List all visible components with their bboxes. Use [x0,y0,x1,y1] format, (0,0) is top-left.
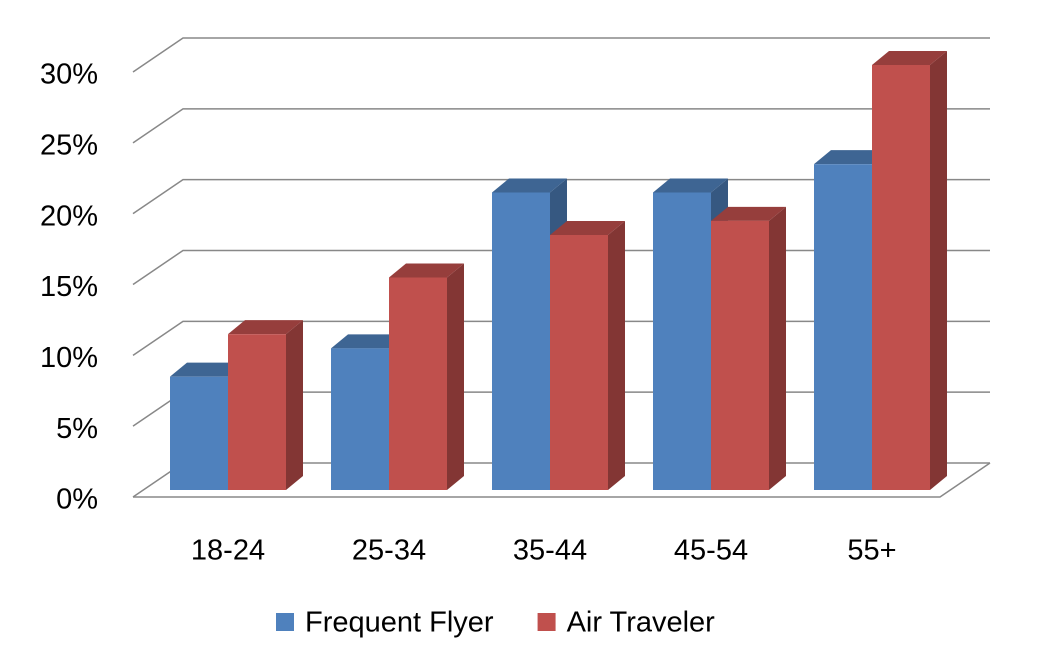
bar-front [389,277,447,490]
bar-top [492,178,567,193]
bar-top [550,221,625,235]
bar [389,263,464,490]
bar-front [814,164,872,490]
bar-top [170,362,245,377]
y-tick-label: 30% [40,59,98,91]
bar-top [389,263,464,278]
x-tick-label: 25-34 [352,535,426,567]
grid-line [132,37,990,73]
legend-label: Air Traveler [567,607,716,639]
bar-front [228,334,286,490]
legend-label: Frequent Flyer [305,607,494,639]
bar-top [711,206,786,221]
x-tick-label: 18-24 [191,535,265,567]
bar-front [872,65,930,490]
bar-front [550,235,608,490]
x-tick-label: 55+ [847,535,896,567]
x-tick-label: 35-44 [513,535,587,567]
x-tick-label: 45-54 [674,535,748,567]
legend-swatch [537,613,556,631]
y-tick-label: 5% [56,413,98,445]
y-tick-label: 0% [56,484,98,516]
bar-front [331,348,389,490]
bar-top [228,320,303,335]
bar [872,51,947,490]
bar [550,221,625,490]
bar-top [331,334,406,349]
bar-front [492,192,550,490]
legend-swatch [276,613,294,631]
bar-side [608,221,625,490]
bar-top [872,51,947,65]
y-tick-label: 25% [40,129,98,161]
bar [228,320,303,490]
bar [711,206,786,491]
bar-front [170,376,228,490]
grid-line [132,108,990,144]
bar-side [769,206,786,491]
bar-side [286,320,303,490]
y-tick-label: 10% [40,342,98,374]
bar-front [711,220,769,491]
bar-top [653,178,728,193]
bar-top [814,150,889,165]
bar-side [447,263,464,490]
bar-side [930,51,947,490]
bar-front [653,192,711,490]
y-tick-label: 20% [40,200,98,232]
floor [133,462,991,498]
y-tick-label: 15% [40,271,98,303]
